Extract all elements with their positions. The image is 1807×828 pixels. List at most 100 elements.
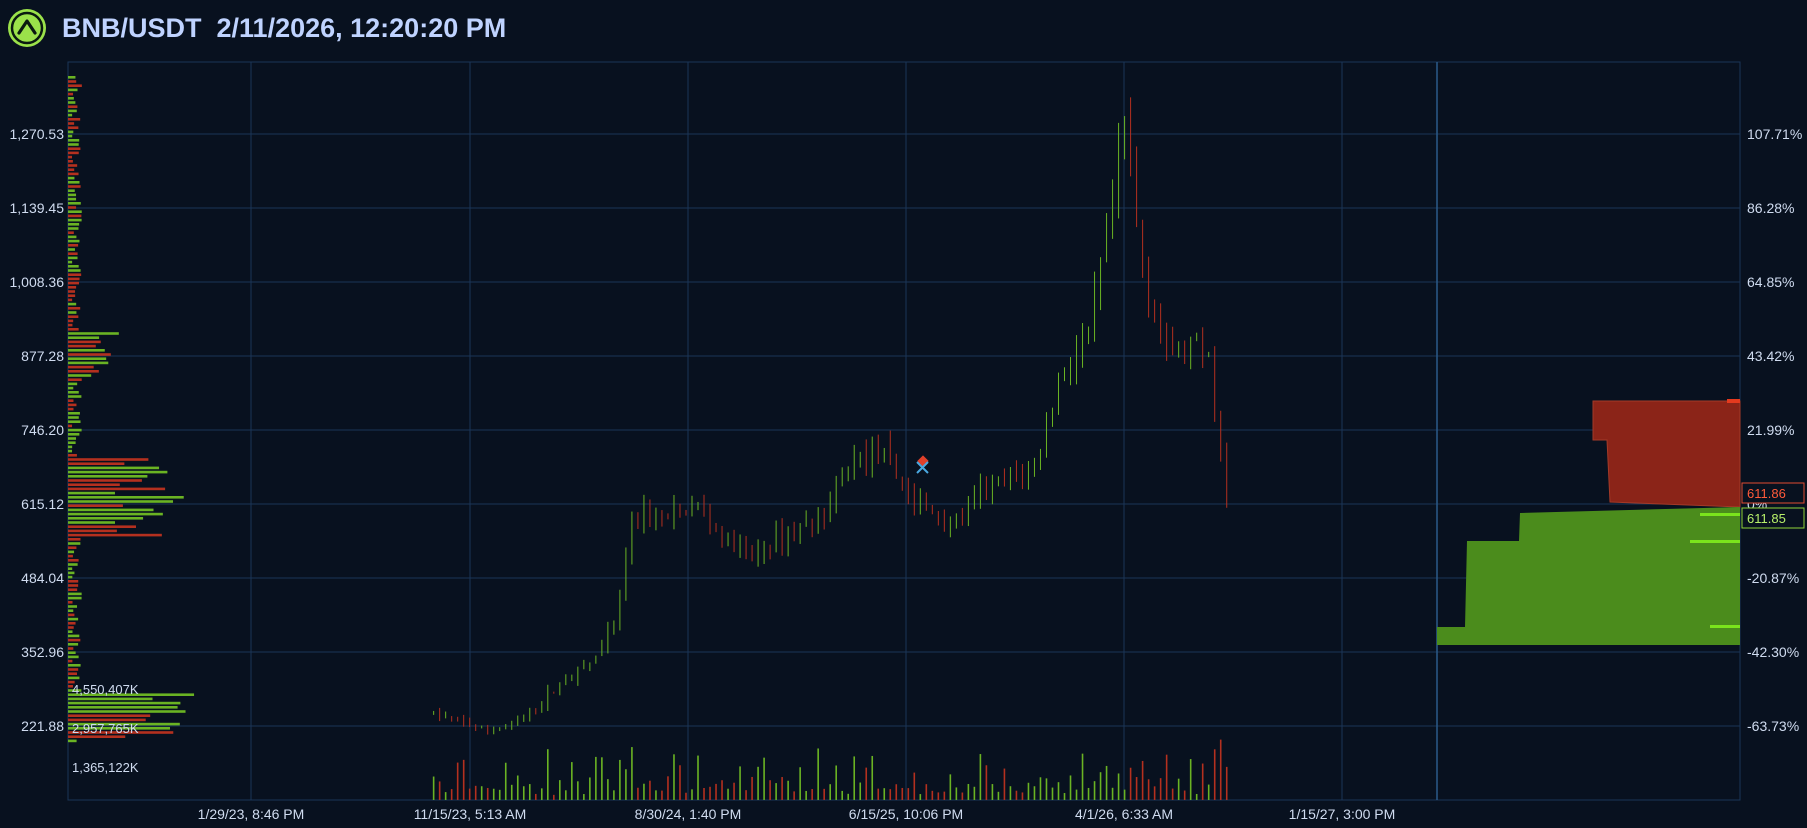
volume-profile-bar <box>68 185 81 188</box>
chart-title: BNB/USDT 2/11/2026, 12:20:20 PM <box>62 13 506 44</box>
volume-profile-bar <box>68 88 78 92</box>
volume-profile-bar <box>68 571 75 575</box>
volume-bar <box>619 759 621 800</box>
y-tick-label-right: -42.30% <box>1747 644 1799 660</box>
volume-bar <box>577 781 579 800</box>
volume-bar <box>787 780 789 800</box>
volume-profile-bar <box>68 462 125 465</box>
volume-bar <box>1003 768 1006 800</box>
volume-bar <box>1189 759 1192 800</box>
volume-profile-bar <box>68 239 80 243</box>
x-tick-label: 6/15/25, 10:06 PM <box>849 806 963 822</box>
volume-bar <box>589 777 591 800</box>
volume-profile-bar <box>68 458 149 461</box>
volume-profile-bar <box>68 592 82 596</box>
volume-profile-bar <box>68 101 76 104</box>
volume-bar <box>721 780 723 800</box>
volume-bar <box>853 756 856 800</box>
volume-bar <box>649 780 651 800</box>
volume-profile-bar <box>68 722 180 726</box>
volume-bar <box>739 766 741 800</box>
volume-profile-label: 1,365,122K <box>72 760 139 775</box>
volume-bar <box>769 780 771 800</box>
bid-wall-marker <box>1710 625 1740 628</box>
volume-profile-bar <box>68 655 79 659</box>
volume-profile-bar <box>68 265 79 268</box>
volume-bar <box>1171 788 1174 800</box>
volume-bar <box>811 789 813 800</box>
volume-bar <box>913 772 916 800</box>
volume-profile-bar <box>68 168 75 171</box>
volume-bar <box>661 790 663 800</box>
volume-profile-bar <box>68 454 77 457</box>
caret-up-logo-icon[interactable] <box>8 9 46 47</box>
volume-profile-bar <box>68 529 117 533</box>
volume-bar <box>727 788 729 800</box>
volume-bar <box>841 790 844 800</box>
volume-bar <box>877 788 880 800</box>
volume-profile-bar <box>68 470 168 474</box>
volume-profile-bar <box>68 659 73 663</box>
volume-profile-bar <box>68 668 79 671</box>
volume-bar <box>1201 763 1204 800</box>
volume-bar <box>697 755 699 800</box>
volume-bar <box>871 755 874 800</box>
volume-profile-bar <box>68 412 80 415</box>
volume-profile-bar <box>68 193 77 197</box>
volume-bar <box>1219 739 1222 800</box>
volume-bar <box>925 784 928 800</box>
volume-profile-bar <box>68 391 79 394</box>
ask-price-label: 611.86 <box>1747 486 1786 501</box>
volume-profile-bar <box>68 689 82 692</box>
volume-bar <box>1069 775 1072 800</box>
ask-depth-area <box>1592 400 1741 508</box>
volume-bar <box>685 792 687 800</box>
volume-bar <box>679 765 681 800</box>
volume-bar <box>745 790 747 800</box>
y-tick-label-right: -63.73% <box>1747 718 1799 734</box>
volume-profile-bar <box>68 395 82 398</box>
volume-profile-bar <box>68 189 75 192</box>
volume-bar <box>492 788 495 800</box>
volume-profile-bar <box>68 332 119 335</box>
volume-profile-bar <box>68 374 92 377</box>
volume-profile-bar <box>68 638 81 642</box>
volume-profile-bar <box>68 407 74 411</box>
volume-profile-bar <box>68 479 142 482</box>
volume-profile-bar <box>68 248 75 251</box>
volume-profile-bar <box>68 533 162 537</box>
volume-bar <box>709 786 711 800</box>
volume-bar <box>1027 782 1030 800</box>
volume-bar <box>613 790 615 800</box>
y-tick-label-left: 1,008.36 <box>10 274 65 290</box>
volume-profile-bar <box>68 622 76 625</box>
volume-profile-bar <box>68 685 73 688</box>
volume-profile-bar <box>68 403 77 407</box>
x-tick-label: 11/15/23, 5:13 AM <box>414 806 527 822</box>
volume-profile-bar <box>68 143 79 146</box>
volume-profile-bar <box>68 147 81 150</box>
volume-bar <box>1057 782 1060 800</box>
y-tick-label-left: 352.96 <box>21 644 64 660</box>
volume-profile-bar <box>68 210 82 213</box>
volume-profile-bar <box>68 580 79 583</box>
volume-bar <box>793 791 795 800</box>
volume-profile-bar <box>68 575 73 579</box>
volume-bar <box>432 776 435 800</box>
y-tick-label-left: 1,270.53 <box>10 126 65 142</box>
volume-profile-bar <box>68 399 74 402</box>
volume-bar <box>835 765 837 800</box>
volume-profile-bar <box>68 97 74 100</box>
bid-price-label: 611.85 <box>1747 511 1786 526</box>
bid-wall-marker <box>1690 540 1740 543</box>
volume-profile-bar <box>68 130 74 134</box>
volume-bar <box>583 794 585 800</box>
volume-bar <box>847 793 850 800</box>
chart-header: BNB/USDT 2/11/2026, 12:20:20 PM <box>0 0 1807 60</box>
volume-bar <box>895 784 898 800</box>
volume-profile-bar <box>68 634 80 638</box>
volume-bar <box>979 754 982 800</box>
volume-profile-bar <box>68 735 126 738</box>
volume-profile-bar <box>68 386 74 390</box>
